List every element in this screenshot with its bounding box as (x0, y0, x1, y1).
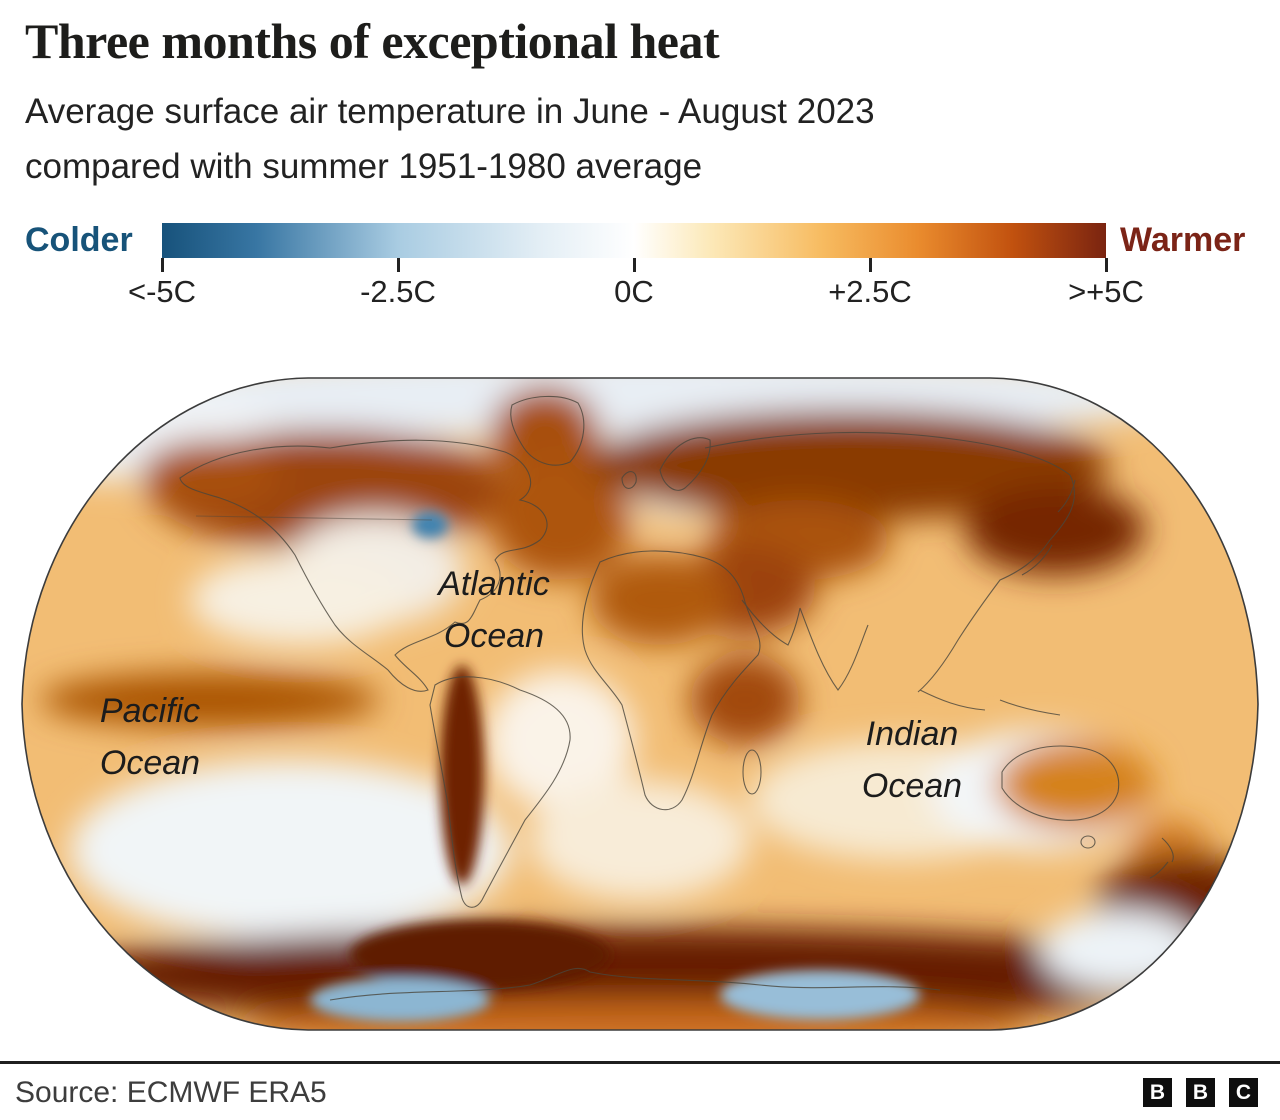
coastline-antarctica (329, 967, 941, 1001)
coastline-madagascar (742, 749, 762, 795)
coastline-britain (621, 471, 637, 489)
map-blob-satlantic-pale (530, 780, 750, 900)
bbc-logo-letter-b: B (1186, 1078, 1215, 1107)
coastline-africa (581, 550, 761, 811)
map-blob-natlantic-dark (490, 460, 630, 580)
coastline-layer (179, 395, 1174, 1001)
map-blob-australia-orange (995, 740, 1155, 830)
map-blob-antarctic-blue-west (310, 978, 490, 1022)
bbc-logo-letter-c: C (1229, 1078, 1258, 1107)
coastline-north-america (179, 439, 548, 692)
scale-tick-mark (869, 258, 872, 272)
coastline-india (799, 607, 869, 691)
ocean-label-layer: Pacific Ocean Atlantic Ocean Indian Ocean (100, 565, 962, 805)
ocean-label-pacific-ocean-line-2: Ocean (100, 744, 200, 782)
map-blob-alaska-dark (140, 440, 280, 510)
map-blob-japan-nwpacific-dark (965, 485, 1145, 575)
ocean-label-indian-ocean-line-2: Ocean (862, 767, 962, 805)
scale-tick-mark (397, 258, 400, 272)
map-blob-nepacific-pale (190, 555, 410, 645)
coastline-eurasia-north (704, 431, 1071, 476)
coastline-arabia (741, 599, 801, 646)
scale-tick-mark (1105, 258, 1108, 272)
scale-tick-mark (633, 258, 636, 272)
coastline-new-zealand (1149, 837, 1174, 879)
chart-subtitle: Average surface air temperature in June … (25, 84, 875, 194)
map-blob-siberia-dark (590, 410, 1110, 520)
scale-tick-label: -2.5C (360, 274, 436, 309)
warmer-label: Warmer (1120, 221, 1246, 259)
map-blob-sahara-dark (590, 555, 730, 645)
coastline-kamchatka (1057, 479, 1076, 513)
map-blob-sepacific-white (70, 760, 510, 940)
coastline-south-america (429, 676, 571, 908)
map-blob-brazil-pale (485, 670, 635, 810)
colder-label: Colder (25, 221, 133, 259)
subtitle-line-1: Average surface air temperature in June … (25, 92, 875, 131)
ocean-label-indian-ocean-line-1: Indian (866, 715, 959, 753)
scale-tick-label: 0C (614, 274, 654, 309)
scale-tick-label: +2.5C (828, 274, 912, 309)
scale-tick-mark (161, 258, 164, 272)
map-blob-great-lakes-blue (412, 512, 448, 538)
bbc-logo-letter-b: B (1143, 1078, 1172, 1107)
coastline-east-asia (917, 474, 1075, 693)
ocean-label-atlantic-ocean-line-1: Atlantic (436, 565, 550, 603)
coastline-japan (1021, 544, 1053, 576)
scale-tick-label: >+5C (1068, 274, 1144, 309)
map-projection-outline (21, 377, 1259, 1031)
map-blob-equatorial-pacific-dark (40, 672, 380, 728)
scale-tick-label: <-5C (127, 274, 197, 309)
color-gradient-bar (162, 223, 1106, 258)
coastline-scandinavia (659, 437, 711, 491)
map-blob-greenland-dark (490, 385, 600, 485)
map-blob-antarctic-pale-right (1040, 910, 1200, 990)
page-title: Three months of exceptional heat (25, 13, 720, 69)
subtitle-line-2: compared with summer 1951-1980 average (25, 147, 703, 186)
map-blob-weddell-dark (350, 920, 610, 990)
coastline-tasmania (1080, 835, 1096, 849)
coastline-australia (1001, 745, 1120, 821)
map-blob-eafrica-dark (690, 655, 800, 745)
map-blob-andes-dark (440, 665, 484, 885)
footer-divider (0, 1061, 1280, 1064)
map-blob-antarctic-blue-east (720, 970, 920, 1020)
coastline-indonesia (919, 689, 1061, 716)
ocean-label-atlantic-ocean-line-2: Ocean (444, 617, 544, 655)
border-us-canada (195, 515, 433, 521)
coastline-greenland (510, 395, 585, 466)
source-attribution: Source: ECMWF ERA5 (15, 1076, 327, 1109)
ocean-label-pacific-ocean-line-1: Pacific (100, 692, 200, 730)
